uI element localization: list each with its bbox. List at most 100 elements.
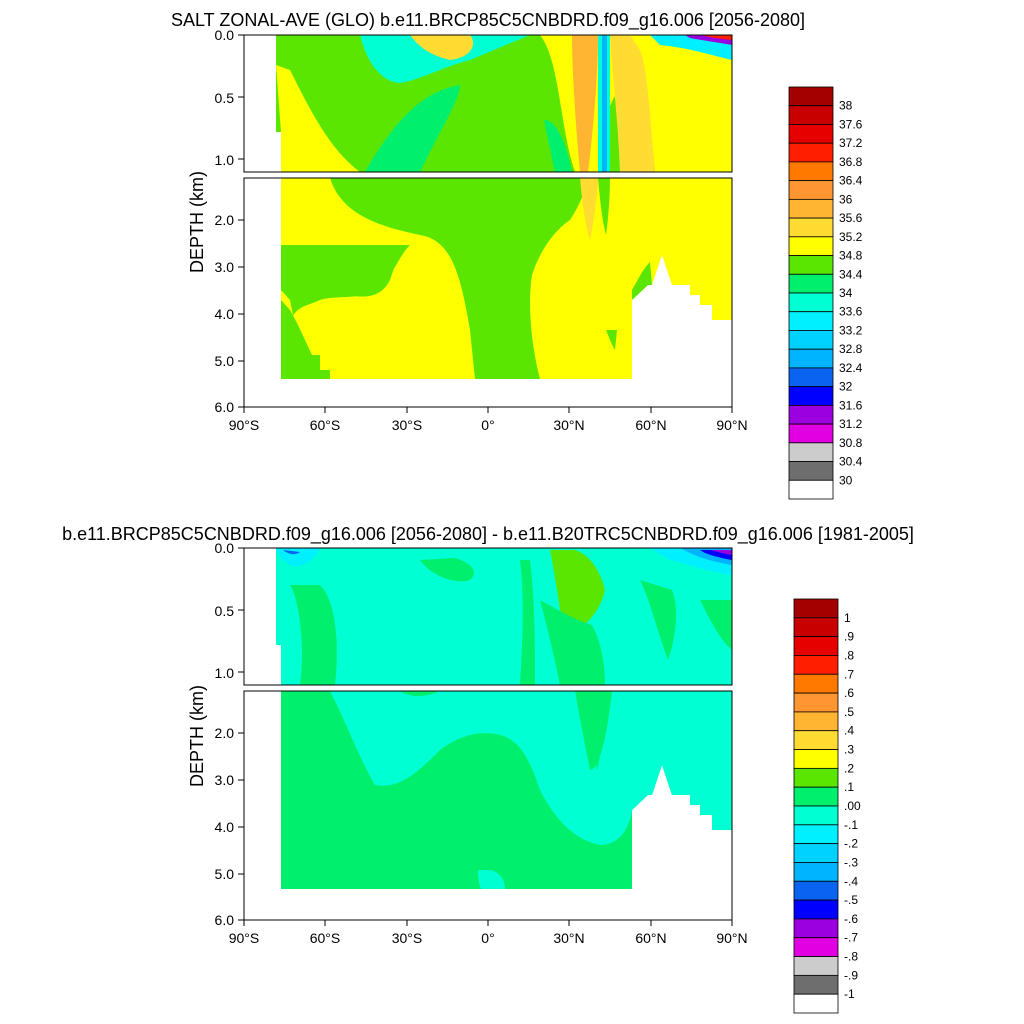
colorbar-label: 36.8 bbox=[839, 155, 863, 169]
colorbar-label: .7 bbox=[844, 667, 854, 681]
colorbar-swatch bbox=[793, 786, 839, 807]
y-ticks-1 bbox=[238, 34, 244, 408]
y-tick-label: 3.0 bbox=[215, 772, 235, 788]
colorbar-2: 1 .9 .8 .7 .6 .5 .4 .3 .2 .1 .00 -.1 -.2 -.3 -.4 -.5 -.6… bbox=[793, 598, 861, 1014]
colorbar-label: 36.4 bbox=[839, 174, 863, 188]
colorbar-label: 30.4 bbox=[839, 455, 863, 469]
colorbar-label: -.3 bbox=[844, 855, 858, 869]
colorbar-label: -.7 bbox=[844, 931, 858, 945]
y-axis-label-1: DEPTH (km) bbox=[187, 171, 207, 273]
colorbar-label: .1 bbox=[844, 780, 854, 794]
colorbar-swatch bbox=[788, 404, 834, 425]
colorbar-swatch bbox=[793, 767, 839, 788]
colorbar-label: 33.2 bbox=[839, 323, 863, 337]
colorbar-label: -.5 bbox=[844, 893, 858, 907]
colorbar-label: 31.2 bbox=[839, 417, 863, 431]
colorbar-1: 38 37.6 37.2 36.8 36.4 36 35.6 35.2 34.8 34.4 34 33… bbox=[788, 86, 863, 500]
x-tick-label: 30°S bbox=[392, 417, 423, 433]
y-tick-labels-1: 0.0 0.5 1.0 2.0 3.0 4.0 5.0 6.0 bbox=[215, 27, 235, 415]
x-tick-label: 60°S bbox=[310, 930, 341, 946]
lower-section-2 bbox=[244, 691, 732, 920]
x-tick-label: 30°S bbox=[392, 930, 423, 946]
colorbar-swatch bbox=[788, 198, 834, 219]
y-ticks-2 bbox=[238, 547, 244, 921]
colorbar-swatch bbox=[788, 161, 834, 182]
x-tick-labels-1: 90°S 60°S 30°S 0° 30°N 60°N 90°N bbox=[229, 417, 748, 433]
lower-section-1 bbox=[244, 178, 732, 407]
y-tick-label: 0.5 bbox=[215, 603, 235, 619]
colorbar-swatch bbox=[793, 899, 839, 920]
y-tick-labels-2: 0.0 0.5 1.0 2.0 3.0 4.0 5.0 6.0 bbox=[215, 540, 235, 928]
colorbar-label: 38 bbox=[839, 99, 853, 113]
y-tick-label: 2.0 bbox=[215, 725, 235, 741]
contour-fill-35-2-south bbox=[276, 65, 360, 172]
colorbar-swatch bbox=[788, 217, 834, 238]
colorbar-label: 33.6 bbox=[839, 305, 863, 319]
x-tick-label: 90°S bbox=[229, 930, 260, 946]
y-tick-label: 5.0 bbox=[215, 866, 235, 882]
x-tick-label: 30°N bbox=[553, 930, 584, 946]
colorbar-label: -.2 bbox=[844, 837, 858, 851]
colorbar-swatch bbox=[788, 311, 834, 331]
y-tick-label: 5.0 bbox=[215, 353, 235, 369]
colorbar-label: 32.4 bbox=[839, 361, 863, 375]
colorbar-swatch bbox=[793, 956, 839, 976]
colorbar-swatch bbox=[788, 479, 834, 500]
x-tick-label: 0° bbox=[481, 417, 494, 433]
colorbar-swatch bbox=[793, 749, 839, 769]
colorbar-label: .00 bbox=[844, 799, 861, 813]
x-tick-label: 90°S bbox=[229, 417, 260, 433]
y-tick-label: 3.0 bbox=[215, 259, 235, 275]
colorbar-swatch bbox=[788, 423, 834, 444]
upper-section-1 bbox=[244, 35, 732, 172]
colorbar-swatch bbox=[788, 86, 834, 107]
colorbar-swatch bbox=[793, 730, 839, 750]
colorbar-swatch bbox=[788, 180, 834, 200]
contour-fill-0-00-deep bbox=[330, 691, 732, 845]
colorbar-label: 31.6 bbox=[839, 398, 863, 412]
x-tick-label: 90°N bbox=[716, 930, 747, 946]
y-tick-label: 4.0 bbox=[215, 819, 235, 835]
colorbar-label: 36 bbox=[839, 192, 853, 206]
x-tick-label: 0° bbox=[481, 930, 494, 946]
colorbar-swatch bbox=[788, 367, 834, 388]
colorbar-swatch bbox=[793, 993, 839, 1014]
colorbar-swatch bbox=[793, 937, 839, 957]
panel-salt: SALT ZONAL-AVE (GLO) b.e11.BRCP85C5CNBDR… bbox=[171, 10, 863, 500]
colorbar-label: 34.8 bbox=[839, 249, 863, 263]
panel-anomaly: b.e11.BRCP85C5CNBDRD.f09_g16.006 [2056-2… bbox=[62, 524, 914, 1014]
colorbar-swatch bbox=[793, 598, 839, 619]
colorbar-label: -.8 bbox=[844, 950, 858, 964]
colorbar-swatch bbox=[788, 105, 834, 125]
x-tick-labels-2: 90°S 60°S 30°S 0° 30°N 60°N 90°N bbox=[229, 930, 748, 946]
colorbar-swatch bbox=[788, 348, 834, 369]
colorbar-label: .6 bbox=[844, 686, 854, 700]
colorbar-swatch bbox=[793, 617, 839, 638]
colorbar-swatch bbox=[788, 273, 834, 294]
panel-1-title: SALT ZONAL-AVE (GLO) b.e11.BRCP85C5CNBDR… bbox=[171, 10, 805, 31]
x-ticks-2 bbox=[243, 920, 733, 926]
colorbar-swatch bbox=[793, 636, 839, 656]
colorbar-swatch bbox=[788, 236, 834, 256]
contour-fill-0-0 bbox=[276, 548, 732, 685]
contour-fill-36-0 bbox=[572, 35, 598, 172]
colorbar-swatch bbox=[793, 711, 839, 732]
colorbar-swatch bbox=[788, 442, 834, 462]
colorbar-label: -.4 bbox=[844, 874, 858, 888]
colorbar-swatch bbox=[793, 655, 839, 675]
colorbar-label: 32.8 bbox=[839, 342, 863, 356]
colorbar-label: -.1 bbox=[844, 818, 858, 832]
colorbar-swatch bbox=[788, 386, 834, 406]
y-tick-label: 6.0 bbox=[215, 912, 235, 928]
colorbar-swatch bbox=[793, 805, 839, 826]
y-tick-label: 6.0 bbox=[215, 399, 235, 415]
panel-2-title: b.e11.BRCP85C5CNBDRD.f09_g16.006 [2056-2… bbox=[62, 524, 914, 545]
x-tick-label: 60°N bbox=[635, 417, 666, 433]
colorbar-label: -1 bbox=[844, 987, 855, 1001]
x-ticks-1 bbox=[243, 407, 733, 413]
contour-fill-34-6-south bbox=[281, 245, 410, 379]
colorbar-label: 37.6 bbox=[839, 117, 863, 131]
y-axis-label-2: DEPTH (km) bbox=[187, 685, 207, 787]
colorbar-label: .5 bbox=[844, 705, 854, 719]
colorbar-label: -.6 bbox=[844, 912, 858, 926]
